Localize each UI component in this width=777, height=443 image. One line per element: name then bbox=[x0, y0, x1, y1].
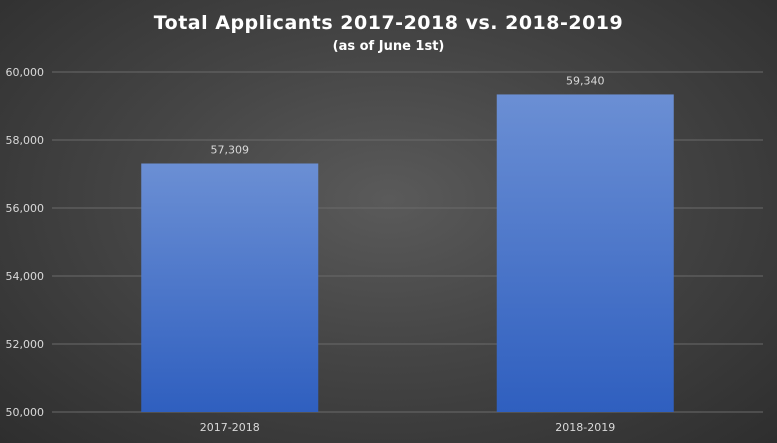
y-tick-label: 50,000 bbox=[6, 406, 45, 419]
y-tick-label: 58,000 bbox=[6, 134, 45, 147]
y-tick-label: 52,000 bbox=[6, 338, 45, 351]
y-tick-label: 54,000 bbox=[6, 270, 45, 283]
chart-subtitle: (as of June 1st) bbox=[332, 39, 445, 54]
y-tick-label: 56,000 bbox=[6, 202, 45, 215]
bar bbox=[141, 163, 319, 412]
bar bbox=[496, 94, 674, 412]
data-label: 57,309 bbox=[211, 143, 250, 156]
chart-title: Total Applicants 2017-2018 vs. 2018-2019 bbox=[153, 12, 624, 34]
x-tick-label: 2017-2018 bbox=[200, 421, 260, 434]
data-labels: 57,309 59,340 bbox=[211, 74, 605, 156]
y-axis: 50,000 52,000 54,000 56,000 58,000 60,000 bbox=[6, 66, 45, 419]
x-axis: 2017-2018 2018-2019 bbox=[200, 421, 615, 434]
data-label: 59,340 bbox=[566, 74, 605, 87]
x-tick-label: 2018-2019 bbox=[555, 421, 615, 434]
bars bbox=[141, 94, 674, 412]
y-tick-label: 60,000 bbox=[6, 66, 45, 79]
